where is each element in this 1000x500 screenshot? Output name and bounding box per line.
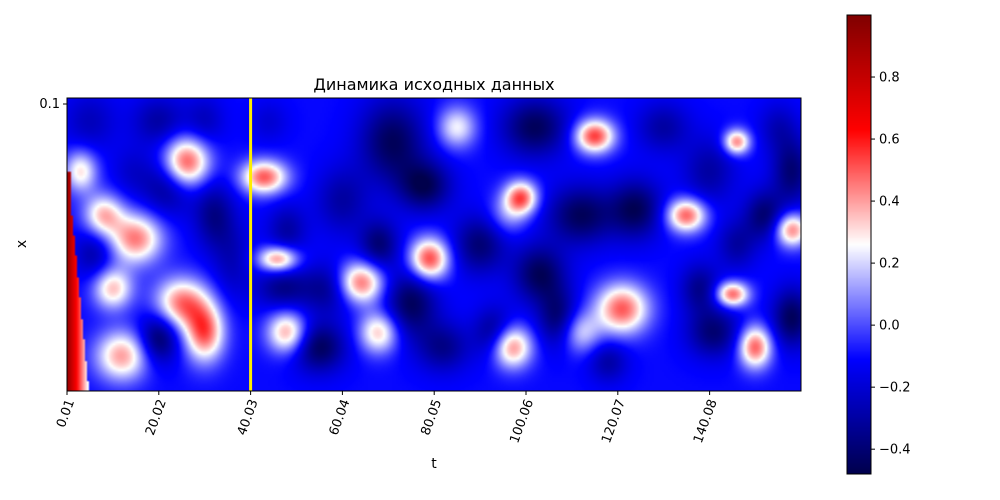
x-axis-label: t [431,456,437,472]
heatmap-image [67,98,801,391]
colorbar-gradient [847,15,871,474]
x-tick-label: 120.07 [599,397,629,445]
colorbar-axis: 0.8 0.6 0.4 0.2 0.0 −0.2 −0.4 [871,71,911,458]
x-tick-label: 0.01 [54,397,78,429]
colorbar: 0.8 0.6 0.4 0.2 0.0 −0.2 −0.4 [846,14,911,475]
x-tick-label: 60.04 [327,397,354,437]
x-axis: 0.01 20.02 40.03 60.04 80.05 100.06 120.07 140.… [54,391,721,445]
colorbar-tick-label: −0.2 [879,381,911,396]
y-axis: 0.1 [39,97,67,112]
x-tick-label: 20.02 [143,397,170,437]
x-tick-label: 100.06 [507,397,537,445]
plot-area [66,97,802,392]
x-tick-label: 140.08 [691,397,721,445]
chart-title: Динамика исходных данных [313,75,554,94]
colorbar-tick-label: 0.6 [879,133,900,148]
colorbar-tick-label: 0.4 [879,195,900,210]
y-tick-label: 0.1 [39,97,60,112]
colorbar-frame [846,14,872,475]
colorbar-tick-label: −0.4 [879,443,911,458]
x-tick-label: 40.03 [235,397,262,437]
y-axis-label: x [14,240,30,248]
colorbar-tick-label: 0.2 [879,257,900,272]
colorbar-tick-label: 0.0 [879,319,900,334]
colorbar-tick-label: 0.8 [879,71,900,86]
x-tick-label: 80.05 [418,397,445,437]
